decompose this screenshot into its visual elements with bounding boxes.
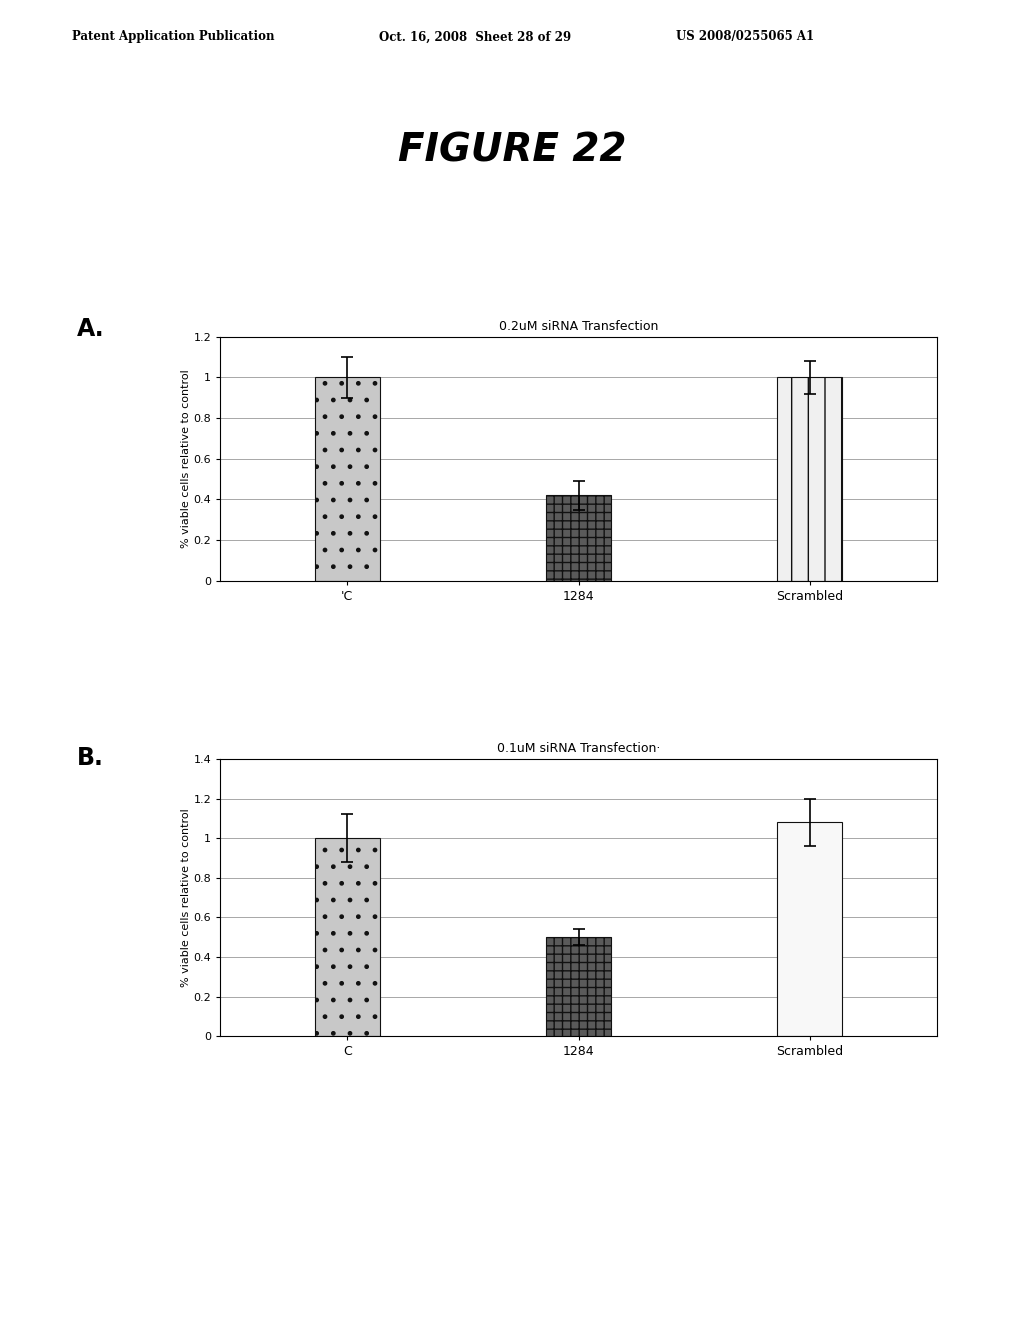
Text: Oct. 16, 2008  Sheet 28 of 29: Oct. 16, 2008 Sheet 28 of 29: [379, 30, 571, 44]
Title: 0.2uM siRNA Transfection: 0.2uM siRNA Transfection: [499, 319, 658, 333]
Bar: [546, 937, 611, 1036]
Bar: [315, 838, 380, 1036]
Y-axis label: % viable cells relative to control: % viable cells relative to control: [180, 370, 190, 548]
Text: B.: B.: [77, 746, 103, 770]
Title: 0.1uM siRNA Transfection·: 0.1uM siRNA Transfection·: [497, 742, 660, 755]
Bar: [546, 495, 611, 581]
Bar: [315, 378, 380, 581]
Bar: [777, 378, 842, 581]
Text: Patent Application Publication: Patent Application Publication: [72, 30, 274, 44]
Text: US 2008/0255065 A1: US 2008/0255065 A1: [676, 30, 814, 44]
Y-axis label: % viable cells relative to control: % viable cells relative to control: [180, 808, 190, 987]
Text: FIGURE 22: FIGURE 22: [397, 132, 627, 170]
Bar: [777, 822, 842, 1036]
Text: A.: A.: [77, 317, 104, 341]
